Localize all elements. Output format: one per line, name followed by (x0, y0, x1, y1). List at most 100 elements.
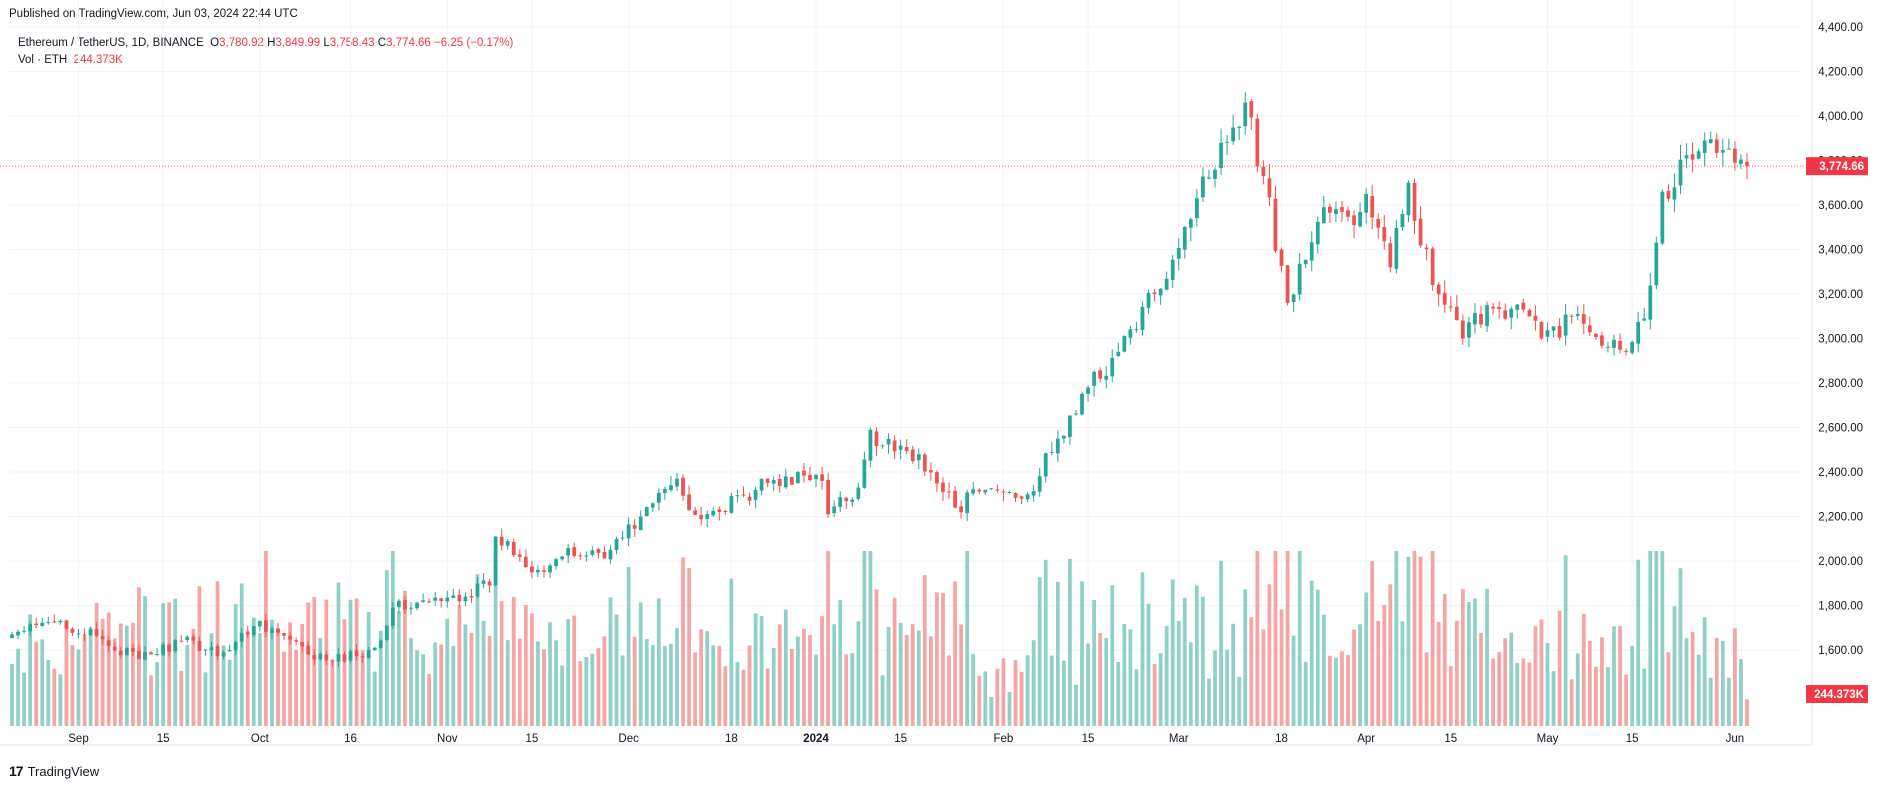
volume-bar (52, 668, 57, 726)
candle-body (1491, 306, 1495, 309)
candle-body (1346, 210, 1350, 217)
volume-bar (1303, 661, 1308, 726)
candle-body (1285, 265, 1290, 303)
candle-body (802, 470, 806, 476)
candle-body (1068, 415, 1072, 437)
candle-body (783, 476, 788, 488)
candle-body (1672, 187, 1677, 200)
volume-bar (663, 646, 667, 726)
low-label: L (323, 37, 330, 49)
candle-body (300, 642, 305, 647)
candle-body (1660, 191, 1665, 244)
volume-bar (1116, 662, 1121, 726)
candle-body (179, 640, 184, 642)
volume-bar (276, 627, 280, 726)
candle-body (614, 539, 619, 550)
x-tick-label: 15 (525, 733, 538, 745)
candle-body (82, 634, 87, 636)
candle-body (929, 470, 933, 473)
volume-label[interactable]: Vol · ETH (18, 54, 68, 66)
volume-bar (40, 639, 45, 726)
volume-bar (916, 630, 921, 726)
tradingview-logo-icon[interactable]: 17 (9, 763, 24, 779)
candle-body (1527, 310, 1532, 317)
candle-body (747, 496, 752, 501)
candle-body (100, 635, 105, 640)
x-tick-label: Apr (1357, 733, 1375, 745)
candle-body (1575, 314, 1580, 316)
candle-body (131, 647, 135, 652)
candle-body (155, 653, 159, 655)
candle-body (1696, 151, 1701, 159)
volume-bar (161, 603, 166, 726)
volume-bar (717, 645, 722, 726)
volume-bar (898, 622, 903, 726)
candle-body (22, 630, 26, 632)
candle-body (366, 649, 371, 659)
volume-bar (1467, 602, 1471, 726)
volume-bar (1001, 658, 1006, 726)
candle-body (1612, 339, 1616, 348)
brand-name[interactable]: TradingView (27, 763, 100, 779)
volume-bar (70, 645, 75, 726)
candle-body (1031, 491, 1036, 496)
volume-bar (28, 614, 33, 726)
volume-bar (409, 638, 413, 726)
candle-body (324, 654, 329, 661)
volume-bar (1418, 556, 1423, 726)
volume-bar (711, 645, 716, 726)
candle-body (372, 647, 377, 650)
candle-body (457, 594, 462, 602)
x-tick-label: 18 (725, 733, 738, 745)
volume-bar (1412, 551, 1417, 726)
volume-bar (1581, 613, 1586, 726)
candle-body (475, 583, 480, 597)
candle-body (1630, 341, 1635, 353)
candle-body (1509, 308, 1514, 318)
volume-bar (282, 651, 286, 726)
volume-bar (318, 637, 323, 726)
volume-bar (765, 668, 770, 726)
volume-bar (548, 622, 552, 726)
candle-body (384, 625, 389, 640)
price-axis[interactable]: 4,400.004,200.004,000.003,800.003,600.00… (1818, 22, 1863, 657)
candle-body (566, 547, 571, 556)
symbol-title[interactable]: Ethereum / TetherUS, 1D, BINANCE (18, 37, 204, 49)
candle-body (523, 556, 528, 568)
volume-bar (1243, 589, 1248, 726)
volume-bar (384, 570, 389, 726)
candle-body (1720, 150, 1725, 153)
candle-body (663, 488, 667, 493)
candle-body (989, 488, 994, 490)
volume-bar (644, 638, 649, 726)
x-tick-label: 18 (1275, 733, 1288, 745)
candle-body (1158, 288, 1163, 296)
volume-bar (1279, 609, 1284, 726)
volume-bar (947, 655, 951, 726)
volume-bar (82, 635, 87, 726)
volume-bar (1394, 551, 1399, 726)
volume-bar (1321, 614, 1326, 726)
volume-bar (681, 557, 685, 726)
volume-bar (1043, 559, 1048, 726)
volume-bar (777, 624, 782, 726)
volume-bar (1563, 555, 1568, 726)
candle-body (197, 640, 202, 651)
candle-body (1563, 314, 1568, 336)
volume-bar (378, 630, 383, 726)
candle-body (904, 447, 909, 452)
candle-body (1110, 357, 1115, 377)
candle-body (118, 650, 123, 656)
volume-bar (983, 671, 988, 726)
volume-bar (832, 624, 837, 726)
candle-body (1049, 451, 1054, 453)
candle-body (1600, 335, 1604, 346)
candle-body (409, 607, 413, 609)
volume-bar (1708, 677, 1713, 726)
time-axis[interactable]: Sep 15 Oct 16 Nov 15 Dec 18 2024 15 Feb 15 Mar 18 Apr 1… (68, 733, 1744, 745)
candle-body (1714, 139, 1719, 153)
candle-body (1388, 243, 1393, 268)
volume-bar (687, 568, 691, 726)
y-tick-label: 4,000.00 (1818, 111, 1863, 123)
